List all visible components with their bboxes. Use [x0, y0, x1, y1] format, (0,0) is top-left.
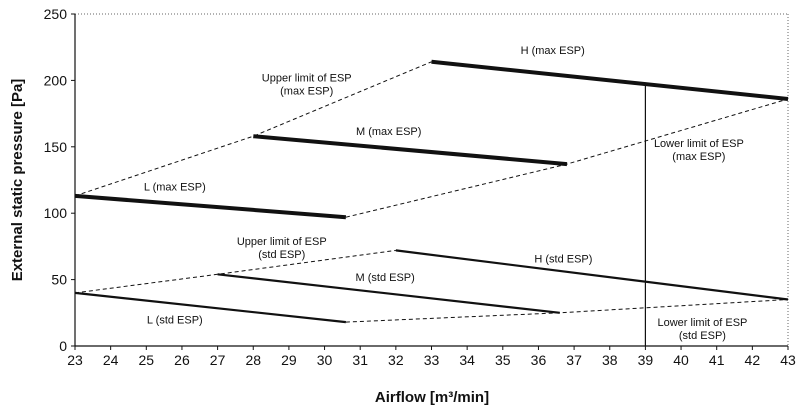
- series-layer: [74, 59, 789, 346]
- x-tick-label: 35: [495, 352, 511, 368]
- annotation-line: H (std ESP): [534, 253, 592, 265]
- annotation-line: M (max ESP): [356, 126, 421, 138]
- annotation-label: H (max ESP): [521, 45, 585, 57]
- annotation-line: (max ESP): [280, 86, 333, 98]
- x-axis-title: Airflow [m³/min]: [375, 389, 489, 406]
- y-tick-label: 50: [51, 272, 67, 288]
- annotation-label: M (max ESP): [356, 126, 421, 138]
- series-line-4: [217, 273, 560, 314]
- annotation-line: L (std ESP): [147, 314, 203, 326]
- annotation-line: H (max ESP): [521, 45, 585, 57]
- x-tick-label: 32: [388, 352, 404, 368]
- series-line-8: [74, 249, 396, 294]
- x-tick-label: 31: [352, 352, 368, 368]
- annotation-line: Upper limit of ESP: [262, 73, 352, 85]
- annotation-line: Lower limit of ESP: [658, 317, 748, 329]
- annotation-label: Lower limit of ESP (std ESP): [658, 317, 748, 342]
- x-tick-label: 43: [780, 352, 796, 368]
- x-tick-label: 24: [103, 352, 119, 368]
- series-line-0: [431, 59, 789, 101]
- annotation-label: L (max ESP): [144, 182, 206, 194]
- x-tick-label: 28: [245, 352, 261, 368]
- x-tick-label: 42: [745, 352, 761, 368]
- annotation-line: (max ESP): [672, 151, 725, 163]
- x-tick-label: 33: [424, 352, 440, 368]
- annotation-layer: H (max ESP) M (max ESP) L (max ESP) Upper l…: [144, 45, 748, 342]
- series-line-6: [74, 61, 432, 197]
- x-tick-label: 30: [317, 352, 333, 368]
- x-tick-label: 25: [139, 352, 155, 368]
- annotation-line: L (max ESP): [144, 182, 206, 194]
- x-tick-label: 41: [709, 352, 725, 368]
- annotation-line: (std ESP): [258, 249, 305, 261]
- y-tick-label: 200: [44, 72, 68, 88]
- annotation-line: M (std ESP): [356, 272, 415, 284]
- annotation-label: H (std ESP): [534, 253, 592, 265]
- annotation-label: Upper limit of ESP (max ESP): [262, 73, 352, 98]
- annotation-line: Upper limit of ESP: [237, 236, 327, 248]
- series-line-1: [253, 134, 568, 167]
- y-axis-title: External static pressure [Pa]: [9, 79, 26, 282]
- series-line-5: [74, 291, 347, 324]
- series-line-9: [345, 299, 789, 323]
- x-tick-label: 36: [531, 352, 547, 368]
- x-tick-label: 39: [638, 352, 654, 368]
- x-tick-label: 34: [459, 352, 475, 368]
- annotation-label: M (std ESP): [356, 272, 415, 284]
- y-tick-label: 0: [59, 338, 67, 354]
- series-line-7: [345, 98, 789, 218]
- annotation-line: (std ESP): [679, 330, 726, 342]
- series-line-3: [395, 249, 789, 301]
- y-tick-label: 250: [44, 6, 68, 22]
- y-tick-label: 150: [44, 139, 68, 155]
- x-tick-label: 27: [210, 352, 226, 368]
- annotation-line: Lower limit of ESP: [654, 138, 744, 150]
- series-line-2: [74, 193, 347, 220]
- annotation-label: Upper limit of ESP (std ESP): [237, 236, 327, 261]
- x-tick-label: 40: [673, 352, 689, 368]
- x-tick-label: 26: [174, 352, 190, 368]
- annotation-label: Lower limit of ESP (max ESP): [654, 138, 744, 163]
- annotation-label: L (std ESP): [147, 314, 203, 326]
- y-tick-label: 100: [44, 205, 68, 221]
- x-tick-label: 23: [67, 352, 83, 368]
- x-tick-label: 29: [281, 352, 297, 368]
- x-axis-ticks: 23 24 25 26 27 28 29 30 31 32 33 34 35 36 37 38 39 40 41 42…: [67, 346, 796, 368]
- x-tick-label: 38: [602, 352, 618, 368]
- y-axis-ticks: 0 50 100 150 200 250: [44, 6, 75, 354]
- x-tick-label: 37: [566, 352, 582, 368]
